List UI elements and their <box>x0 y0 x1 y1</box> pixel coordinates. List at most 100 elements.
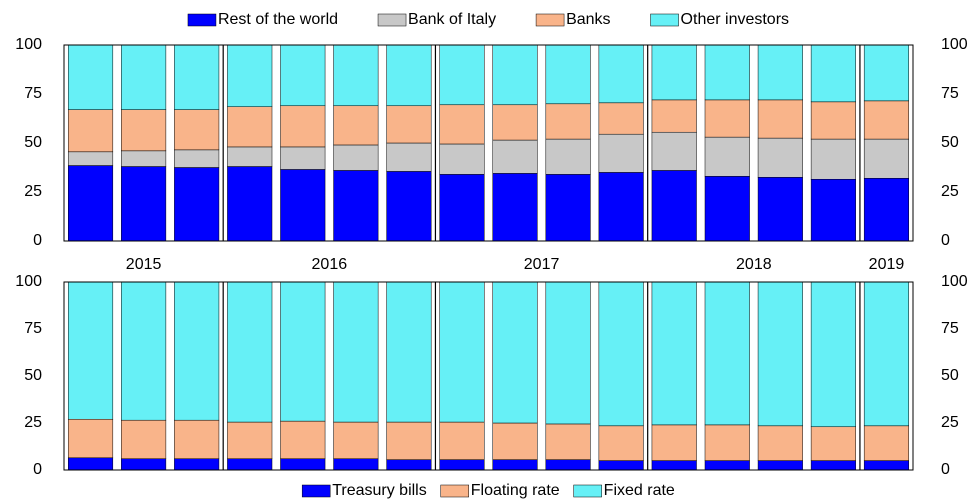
bar-segment <box>439 421 485 460</box>
bar-segment <box>651 424 697 461</box>
bar-segment <box>492 139 538 174</box>
bar-segment <box>863 281 910 427</box>
bar-segment <box>333 170 379 242</box>
y2-tick-label: 75 <box>941 85 959 102</box>
bar-segment <box>545 103 591 140</box>
bar-segment <box>333 44 379 107</box>
bar-segment <box>333 458 379 471</box>
bar-segment <box>492 173 538 242</box>
bar-segment <box>704 176 750 242</box>
bar-segment <box>545 423 591 460</box>
bar-segment <box>810 460 856 471</box>
bar-segment <box>757 460 803 471</box>
bar-segment <box>333 144 379 171</box>
bar-segment <box>386 421 432 460</box>
bar-segment <box>227 458 273 471</box>
legend-label: Rest of the world <box>218 11 338 28</box>
bar-segment <box>227 166 273 242</box>
legend-swatch <box>377 13 407 27</box>
bar-segment <box>545 138 591 175</box>
bar-segment <box>439 459 485 471</box>
y2-tick-label: 25 <box>941 183 959 200</box>
bar-segment <box>121 150 167 167</box>
bar-segment <box>439 174 485 242</box>
x-tick-label: 2018 <box>736 256 772 273</box>
bar-segment <box>174 419 220 459</box>
bar-segment <box>704 281 750 426</box>
x-tick-label: 2017 <box>524 256 560 273</box>
bar-segment <box>757 99 803 139</box>
bar-segment <box>704 99 750 138</box>
y-tick-label: 25 <box>24 414 42 431</box>
bar-segment <box>492 422 538 460</box>
bar-segment <box>121 281 167 421</box>
bar-segment <box>757 44 803 101</box>
y2-tick-label: 75 <box>941 320 959 337</box>
y-tick-label: 75 <box>24 320 42 337</box>
bar-segment <box>280 458 326 471</box>
bar-segment <box>757 281 803 427</box>
bar-segment <box>598 281 644 427</box>
bar-segment <box>280 169 326 242</box>
bar-segment <box>439 143 485 175</box>
bar-segment <box>67 418 114 459</box>
bar-segment <box>280 44 326 107</box>
legend-label: Floating rate <box>471 482 560 499</box>
y-tick-label: 75 <box>24 85 42 102</box>
bar-segment <box>121 44 167 110</box>
y-tick-label: 50 <box>24 134 42 151</box>
plot-frame <box>63 281 914 471</box>
legend-label: Banks <box>566 11 610 28</box>
plot-frame <box>63 44 914 242</box>
bar-segment <box>386 281 432 423</box>
y2-tick-label: 0 <box>941 461 950 478</box>
legend-label: Fixed rate <box>604 482 675 499</box>
legend-swatch <box>535 13 565 27</box>
bar-segment <box>598 44 644 104</box>
bar-segment <box>757 177 803 242</box>
bar-segment <box>492 281 538 424</box>
x-tick-label: 2015 <box>126 256 162 273</box>
bar-segment <box>545 281 591 425</box>
bar-segment <box>121 166 167 242</box>
bar-segment <box>598 460 644 471</box>
bar-segment <box>863 100 910 140</box>
y-tick-label: 50 <box>24 367 42 384</box>
bar-segment <box>174 281 220 421</box>
y2-tick-label: 50 <box>941 367 959 384</box>
bar-segment <box>386 142 432 172</box>
bar-segment <box>280 105 326 148</box>
bar-segment <box>492 104 538 141</box>
bar-segment <box>545 459 591 471</box>
y2-tick-label: 100 <box>941 273 968 290</box>
bar-segment <box>174 167 220 242</box>
bar-segment <box>651 281 697 426</box>
y-tick-label: 100 <box>15 273 42 290</box>
bar-segment <box>810 44 856 103</box>
bar-segment <box>333 105 379 146</box>
bar-segment <box>492 459 538 471</box>
bar-segment <box>810 281 856 428</box>
legend-label: Treasury bills <box>332 482 427 499</box>
bar-segment <box>280 146 326 170</box>
bar-segment <box>598 133 644 173</box>
x-tick-label: 2016 <box>312 256 348 273</box>
bar-segment <box>651 460 697 471</box>
bar-segment <box>757 425 803 461</box>
legend-swatch <box>187 13 217 27</box>
bar-segment <box>651 131 697 171</box>
bar-segment <box>545 174 591 242</box>
bar-segment <box>67 457 114 471</box>
y-tick-label: 0 <box>33 232 42 249</box>
bar-segment <box>386 44 432 107</box>
bar-segment <box>598 172 644 242</box>
bar-segment <box>439 44 485 106</box>
bar-segment <box>545 44 591 105</box>
bar-segment <box>810 101 856 140</box>
bar-segment <box>704 424 750 461</box>
bar-segment <box>863 44 910 102</box>
bar-segment <box>810 179 856 242</box>
bar-segment <box>439 281 485 423</box>
y-tick-label: 25 <box>24 183 42 200</box>
